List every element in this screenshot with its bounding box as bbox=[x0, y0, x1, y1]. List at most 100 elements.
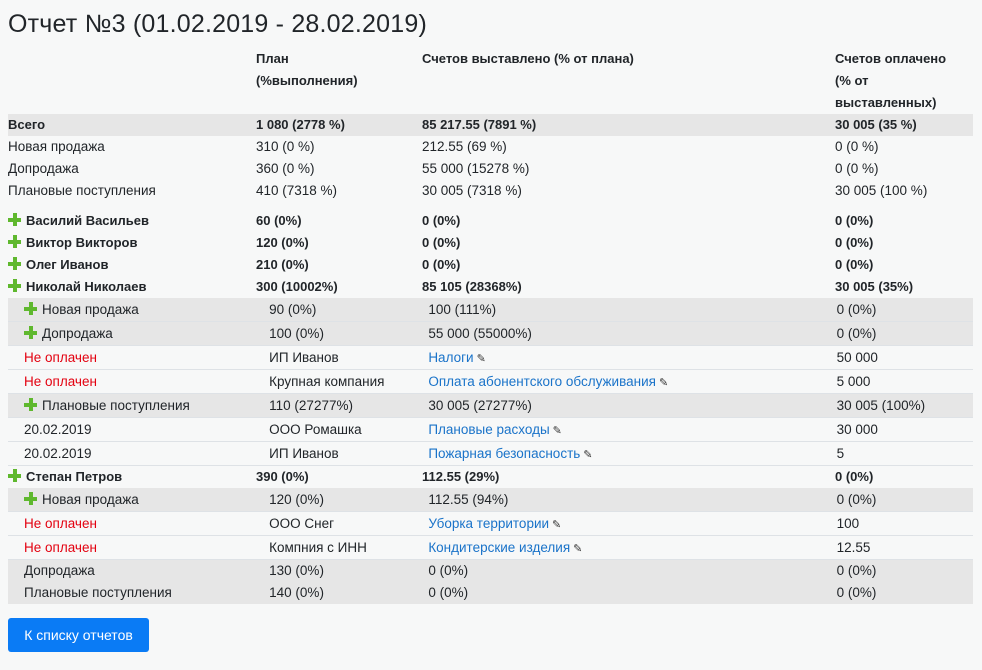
back-to-reports-button[interactable]: К списку отчетов bbox=[8, 618, 149, 652]
row-invoiced: 0 (0%) bbox=[428, 563, 469, 578]
manager-name: Виктор Викторов bbox=[26, 235, 138, 250]
expand-plus-icon[interactable] bbox=[24, 492, 37, 505]
invoice-link[interactable]: Плановые расходы bbox=[428, 422, 550, 437]
manager-row[interactable]: Олег Иванов 210 (0%) 0 (0%) 0 (0%) bbox=[8, 254, 973, 276]
page-title: Отчет №3 (01.02.2019 - 28.02.2019) bbox=[8, 10, 427, 38]
table-header: План (%выполнения) Счетов выставлено (% … bbox=[8, 48, 973, 114]
pencil-icon[interactable]: ✎ bbox=[573, 543, 583, 555]
row-paid: 0 (0%) bbox=[835, 469, 874, 484]
row-label: Новая продажа bbox=[8, 139, 105, 154]
header-paid-line3: выставленных) bbox=[835, 95, 937, 110]
invoice-row: Не оплачен Крупная компания Оплата абоне… bbox=[8, 370, 973, 394]
expand-plus-icon[interactable] bbox=[8, 257, 21, 270]
manager-name: Олег Иванов bbox=[26, 257, 109, 272]
header-plan-line1: План bbox=[256, 51, 289, 66]
invoice-client: Компния с ИНН bbox=[269, 540, 367, 555]
pencil-icon[interactable]: ✎ bbox=[658, 377, 669, 389]
row-paid: 0 (0%) bbox=[835, 235, 874, 250]
row-invoiced: 0 (0%) bbox=[428, 585, 469, 600]
report-table: План (%выполнения) Счетов выставлено (% … bbox=[8, 48, 973, 604]
pencil-icon[interactable]: ✎ bbox=[552, 519, 562, 531]
summary-row: Допродажа 360 (0 %) 55 000 (15278 %) 0 (… bbox=[8, 158, 973, 180]
row-plan: 120 (0%) bbox=[256, 235, 309, 250]
row-invoiced: 30 005 (27277%) bbox=[428, 398, 532, 413]
manager-row[interactable]: Василий Васильев 60 (0%) 0 (0%) 0 (0%) bbox=[8, 210, 973, 232]
invoice-row: Не оплачен ИП Иванов Налоги ✎ 50 000 bbox=[8, 346, 973, 370]
header-paid: Счетов оплачено (% от выставленных) bbox=[835, 48, 973, 114]
row-paid: 0 (0%) bbox=[836, 492, 877, 507]
row-paid: 0 (0 %) bbox=[835, 139, 879, 154]
invoice-row: Не оплачен Компния с ИНН Кондитерские из… bbox=[8, 536, 973, 560]
row-invoiced: 30 005 (7318 %) bbox=[422, 183, 522, 198]
row-invoiced: 0 (0%) bbox=[422, 213, 461, 228]
manager-row[interactable]: Степан Петров 390 (0%) 112.55 (29%) 0 (0… bbox=[8, 466, 973, 488]
invoice-link[interactable]: Пожарная безопасность bbox=[428, 446, 581, 461]
expand-plus-icon[interactable] bbox=[24, 398, 37, 411]
invoice-row: Не оплачен ООО Снег Уборка территории ✎ 1… bbox=[8, 512, 973, 536]
group-name: Допродажа bbox=[24, 563, 95, 578]
invoice-status: Не оплачен bbox=[24, 350, 97, 365]
header-name bbox=[8, 48, 256, 114]
invoice-date: 20.02.2019 bbox=[24, 446, 92, 461]
invoice-client: ИП Иванов bbox=[269, 446, 339, 461]
header-invoiced: Счетов выставлено (% от плана) bbox=[422, 51, 634, 66]
row-plan: 360 (0 %) bbox=[256, 161, 315, 176]
invoice-link[interactable]: Уборка территории bbox=[428, 516, 550, 531]
row-invoiced: 85 217.55 (7891 %) bbox=[422, 117, 537, 132]
group-row: Плановые поступления 140 (0%) 0 (0%) 0 (… bbox=[8, 582, 973, 604]
invoice-client: ООО Ромашка bbox=[269, 422, 362, 437]
invoice-client: ООО Снег bbox=[269, 516, 335, 531]
row-paid: 30 005 (100 %) bbox=[835, 183, 928, 198]
group-row[interactable]: Допродажа 100 (0%) 55 000 (55000%) 0 (0%… bbox=[8, 322, 973, 346]
row-paid: 0 (0%) bbox=[836, 302, 877, 317]
summary-row-total: Всего 1 080 (2778 %) 85 217.55 (7891 %) … bbox=[8, 114, 973, 136]
pencil-icon[interactable]: ✎ bbox=[583, 449, 593, 461]
row-paid: 30 005 (100%) bbox=[836, 398, 926, 413]
row-label: Допродажа bbox=[8, 161, 79, 176]
group-name: Новая продажа bbox=[42, 302, 139, 317]
row-paid: 0 (0 %) bbox=[835, 161, 879, 176]
expand-plus-icon[interactable] bbox=[24, 326, 37, 339]
invoice-status: Не оплачен bbox=[24, 516, 97, 531]
pencil-icon[interactable]: ✎ bbox=[552, 425, 562, 437]
row-invoiced: 55 000 (15278 %) bbox=[422, 161, 530, 176]
row-paid: 30 005 (35%) bbox=[835, 279, 914, 294]
manager-row[interactable]: Виктор Викторов 120 (0%) 0 (0%) 0 (0%) bbox=[8, 232, 973, 254]
header-plan-line2: (%выполнения) bbox=[256, 73, 358, 88]
group-name: Плановые поступления bbox=[24, 585, 172, 600]
row-invoiced: 85 105 (28368%) bbox=[422, 279, 522, 294]
group-row[interactable]: Плановые поступления 110 (27277%) 30 005… bbox=[8, 394, 973, 418]
group-row[interactable]: Новая продажа 90 (0%) 100 (111%) 0 (0%) bbox=[8, 298, 973, 322]
expand-plus-icon[interactable] bbox=[24, 302, 37, 315]
header-plan: План (%выполнения) bbox=[256, 48, 422, 114]
row-invoiced: 0 (0%) bbox=[422, 235, 461, 250]
manager-row[interactable]: Николай Николаев 300 (10002%) 85 105 (28… bbox=[8, 276, 973, 298]
expand-plus-icon[interactable] bbox=[8, 469, 21, 482]
row-paid: 0 (0%) bbox=[836, 585, 877, 600]
invoice-amount: 5 bbox=[836, 446, 845, 461]
invoice-amount: 50 000 bbox=[836, 350, 878, 365]
row-plan: 100 (0%) bbox=[269, 326, 324, 341]
manager-name: Степан Петров bbox=[26, 469, 123, 484]
invoice-client: ИП Иванов bbox=[269, 350, 339, 365]
invoice-date: 20.02.2019 bbox=[24, 422, 92, 437]
invoice-link[interactable]: Налоги bbox=[428, 350, 474, 365]
row-label: Плановые поступления bbox=[8, 183, 156, 198]
expand-plus-icon[interactable] bbox=[8, 235, 21, 248]
pencil-icon[interactable]: ✎ bbox=[476, 353, 486, 365]
group-row[interactable]: Новая продажа 120 (0%) 112.55 (94%) 0 (0… bbox=[8, 488, 973, 512]
group-name: Плановые поступления bbox=[42, 398, 190, 413]
invoice-link[interactable]: Оплата абонентского обслуживания bbox=[428, 374, 656, 389]
row-plan: 140 (0%) bbox=[269, 585, 324, 600]
invoice-row: 20.02.2019 ООО Ромашка Плановые расходы ✎… bbox=[8, 418, 973, 442]
row-invoiced: 212.55 (69 %) bbox=[422, 139, 507, 154]
row-label: Всего bbox=[8, 117, 46, 132]
expand-plus-icon[interactable] bbox=[8, 213, 21, 226]
row-plan: 60 (0%) bbox=[256, 213, 302, 228]
manager-name: Николай Николаев bbox=[26, 279, 147, 294]
row-plan: 310 (0 %) bbox=[256, 139, 315, 154]
expand-plus-icon[interactable] bbox=[8, 279, 21, 292]
row-plan: 120 (0%) bbox=[269, 492, 324, 507]
row-plan: 210 (0%) bbox=[256, 257, 309, 272]
invoice-link[interactable]: Кондитерские изделия bbox=[428, 540, 571, 555]
